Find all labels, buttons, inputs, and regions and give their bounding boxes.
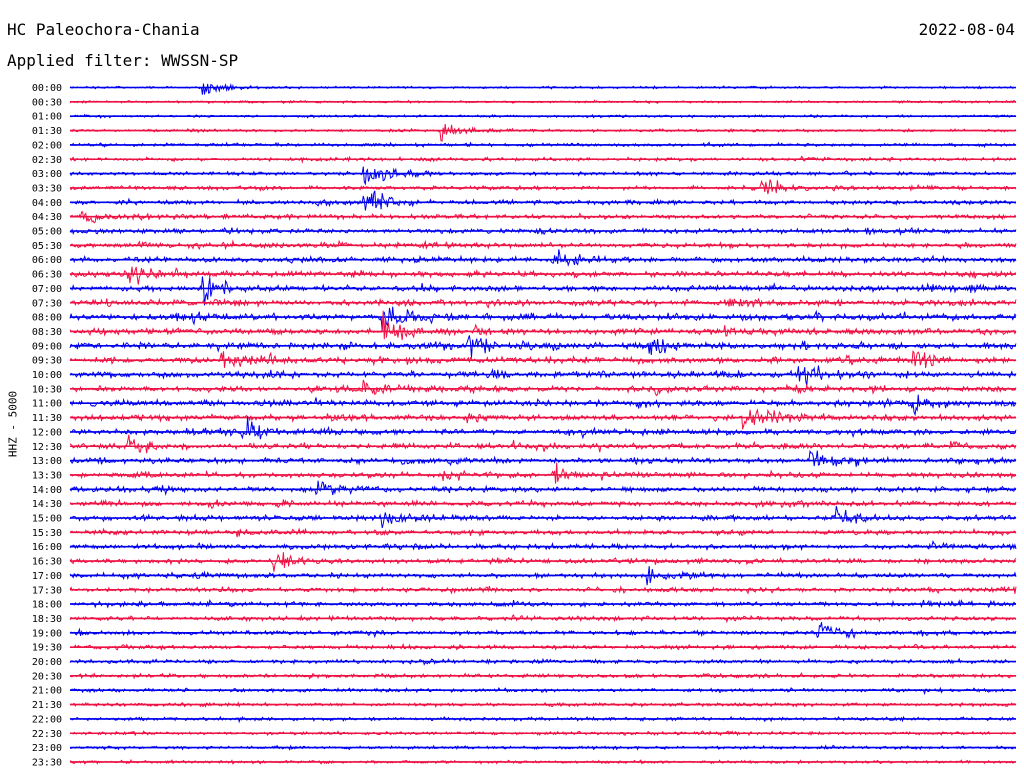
trace-row	[69, 83, 1017, 95]
row-time-label: 16:30	[32, 557, 62, 568]
row-time-label: 08:00	[32, 313, 62, 324]
trace-row	[69, 365, 1017, 386]
trace-row	[70, 416, 1017, 440]
row-time-label: 10:00	[32, 370, 62, 381]
trace-row	[70, 408, 1017, 430]
row-time-label: 07:00	[32, 284, 62, 295]
row-time-label: 05:00	[32, 227, 62, 238]
trace-row	[69, 394, 1017, 417]
trace-row	[69, 310, 1017, 341]
row-time-label: 14:30	[32, 499, 62, 510]
station-title: HC Paleochora-Chania	[7, 20, 200, 39]
row-time-label: 20:00	[32, 657, 62, 668]
filter-label: Applied filter: WWSSN-SP	[7, 51, 239, 70]
row-time-label: 23:30	[32, 757, 62, 768]
row-time-label: 09:00	[32, 341, 62, 352]
row-time-label: 02:30	[32, 155, 62, 166]
row-time-label: 19:30	[32, 643, 62, 654]
row-time-label: 14:00	[32, 485, 62, 496]
row-time-label: 06:30	[32, 270, 62, 281]
row-time-label: 10:30	[32, 384, 62, 395]
row-time-label: 20:30	[32, 671, 62, 682]
row-time-label: 01:30	[32, 126, 62, 137]
trace-row	[69, 539, 1017, 552]
trace-row	[69, 249, 1017, 267]
row-time-label: 18:00	[32, 600, 62, 611]
row-time-label: 01:00	[32, 112, 62, 123]
row-time-label: 07:30	[32, 298, 62, 309]
trace-row	[69, 622, 1017, 640]
trace-row	[69, 190, 1017, 211]
row-time-label: 09:30	[32, 356, 62, 367]
row-time-label: 00:30	[32, 97, 62, 108]
date-label: 2022-08-04	[918, 20, 1015, 39]
row-time-label: 22:00	[32, 714, 62, 725]
row-time-label: 21:30	[32, 700, 62, 711]
row-time-label: 15:00	[32, 514, 62, 525]
row-time-label: 12:30	[32, 442, 62, 453]
trace-row	[69, 124, 1017, 142]
row-time-label: 02:00	[32, 140, 62, 151]
trace-row	[69, 552, 1017, 572]
trace-row	[69, 449, 1017, 467]
row-time-label: 04:00	[32, 198, 62, 209]
row-time-label: 21:00	[32, 686, 62, 697]
row-time-label: 22:30	[32, 729, 62, 740]
row-time-label: 23:00	[32, 743, 62, 754]
trace-row	[69, 166, 1017, 186]
row-time-label: 13:00	[32, 456, 62, 467]
row-time-label: 04:30	[32, 212, 62, 223]
trace-row	[69, 434, 1017, 454]
trace-row	[69, 297, 1017, 309]
row-time-label: 12:00	[32, 427, 62, 438]
row-time-label: 11:30	[32, 413, 62, 424]
trace-row	[69, 462, 1017, 484]
row-time-label: 08:30	[32, 327, 62, 338]
trace-row	[69, 379, 1017, 397]
trace-row	[69, 266, 1017, 285]
row-time-label: 03:00	[32, 169, 62, 180]
trace-row	[69, 306, 1017, 332]
row-time-label: 05:30	[32, 241, 62, 252]
row-time-label: 00:00	[32, 83, 62, 94]
trace-row	[69, 211, 1017, 224]
row-time-label: 03:30	[32, 183, 62, 194]
row-time-label: 17:00	[32, 571, 62, 582]
trace-row	[69, 480, 1017, 496]
trace-row	[69, 505, 1017, 529]
row-time-label: 13:30	[32, 470, 62, 481]
row-time-label: 16:00	[32, 542, 62, 553]
row-time-label: 06:00	[32, 255, 62, 266]
row-time-label: 19:00	[32, 628, 62, 639]
row-time-label: 15:30	[32, 528, 62, 539]
row-time-label: 18:30	[32, 614, 62, 625]
row-time-label: 17:30	[32, 585, 62, 596]
trace-row	[69, 179, 1017, 195]
row-time-label: 11:00	[32, 399, 62, 410]
